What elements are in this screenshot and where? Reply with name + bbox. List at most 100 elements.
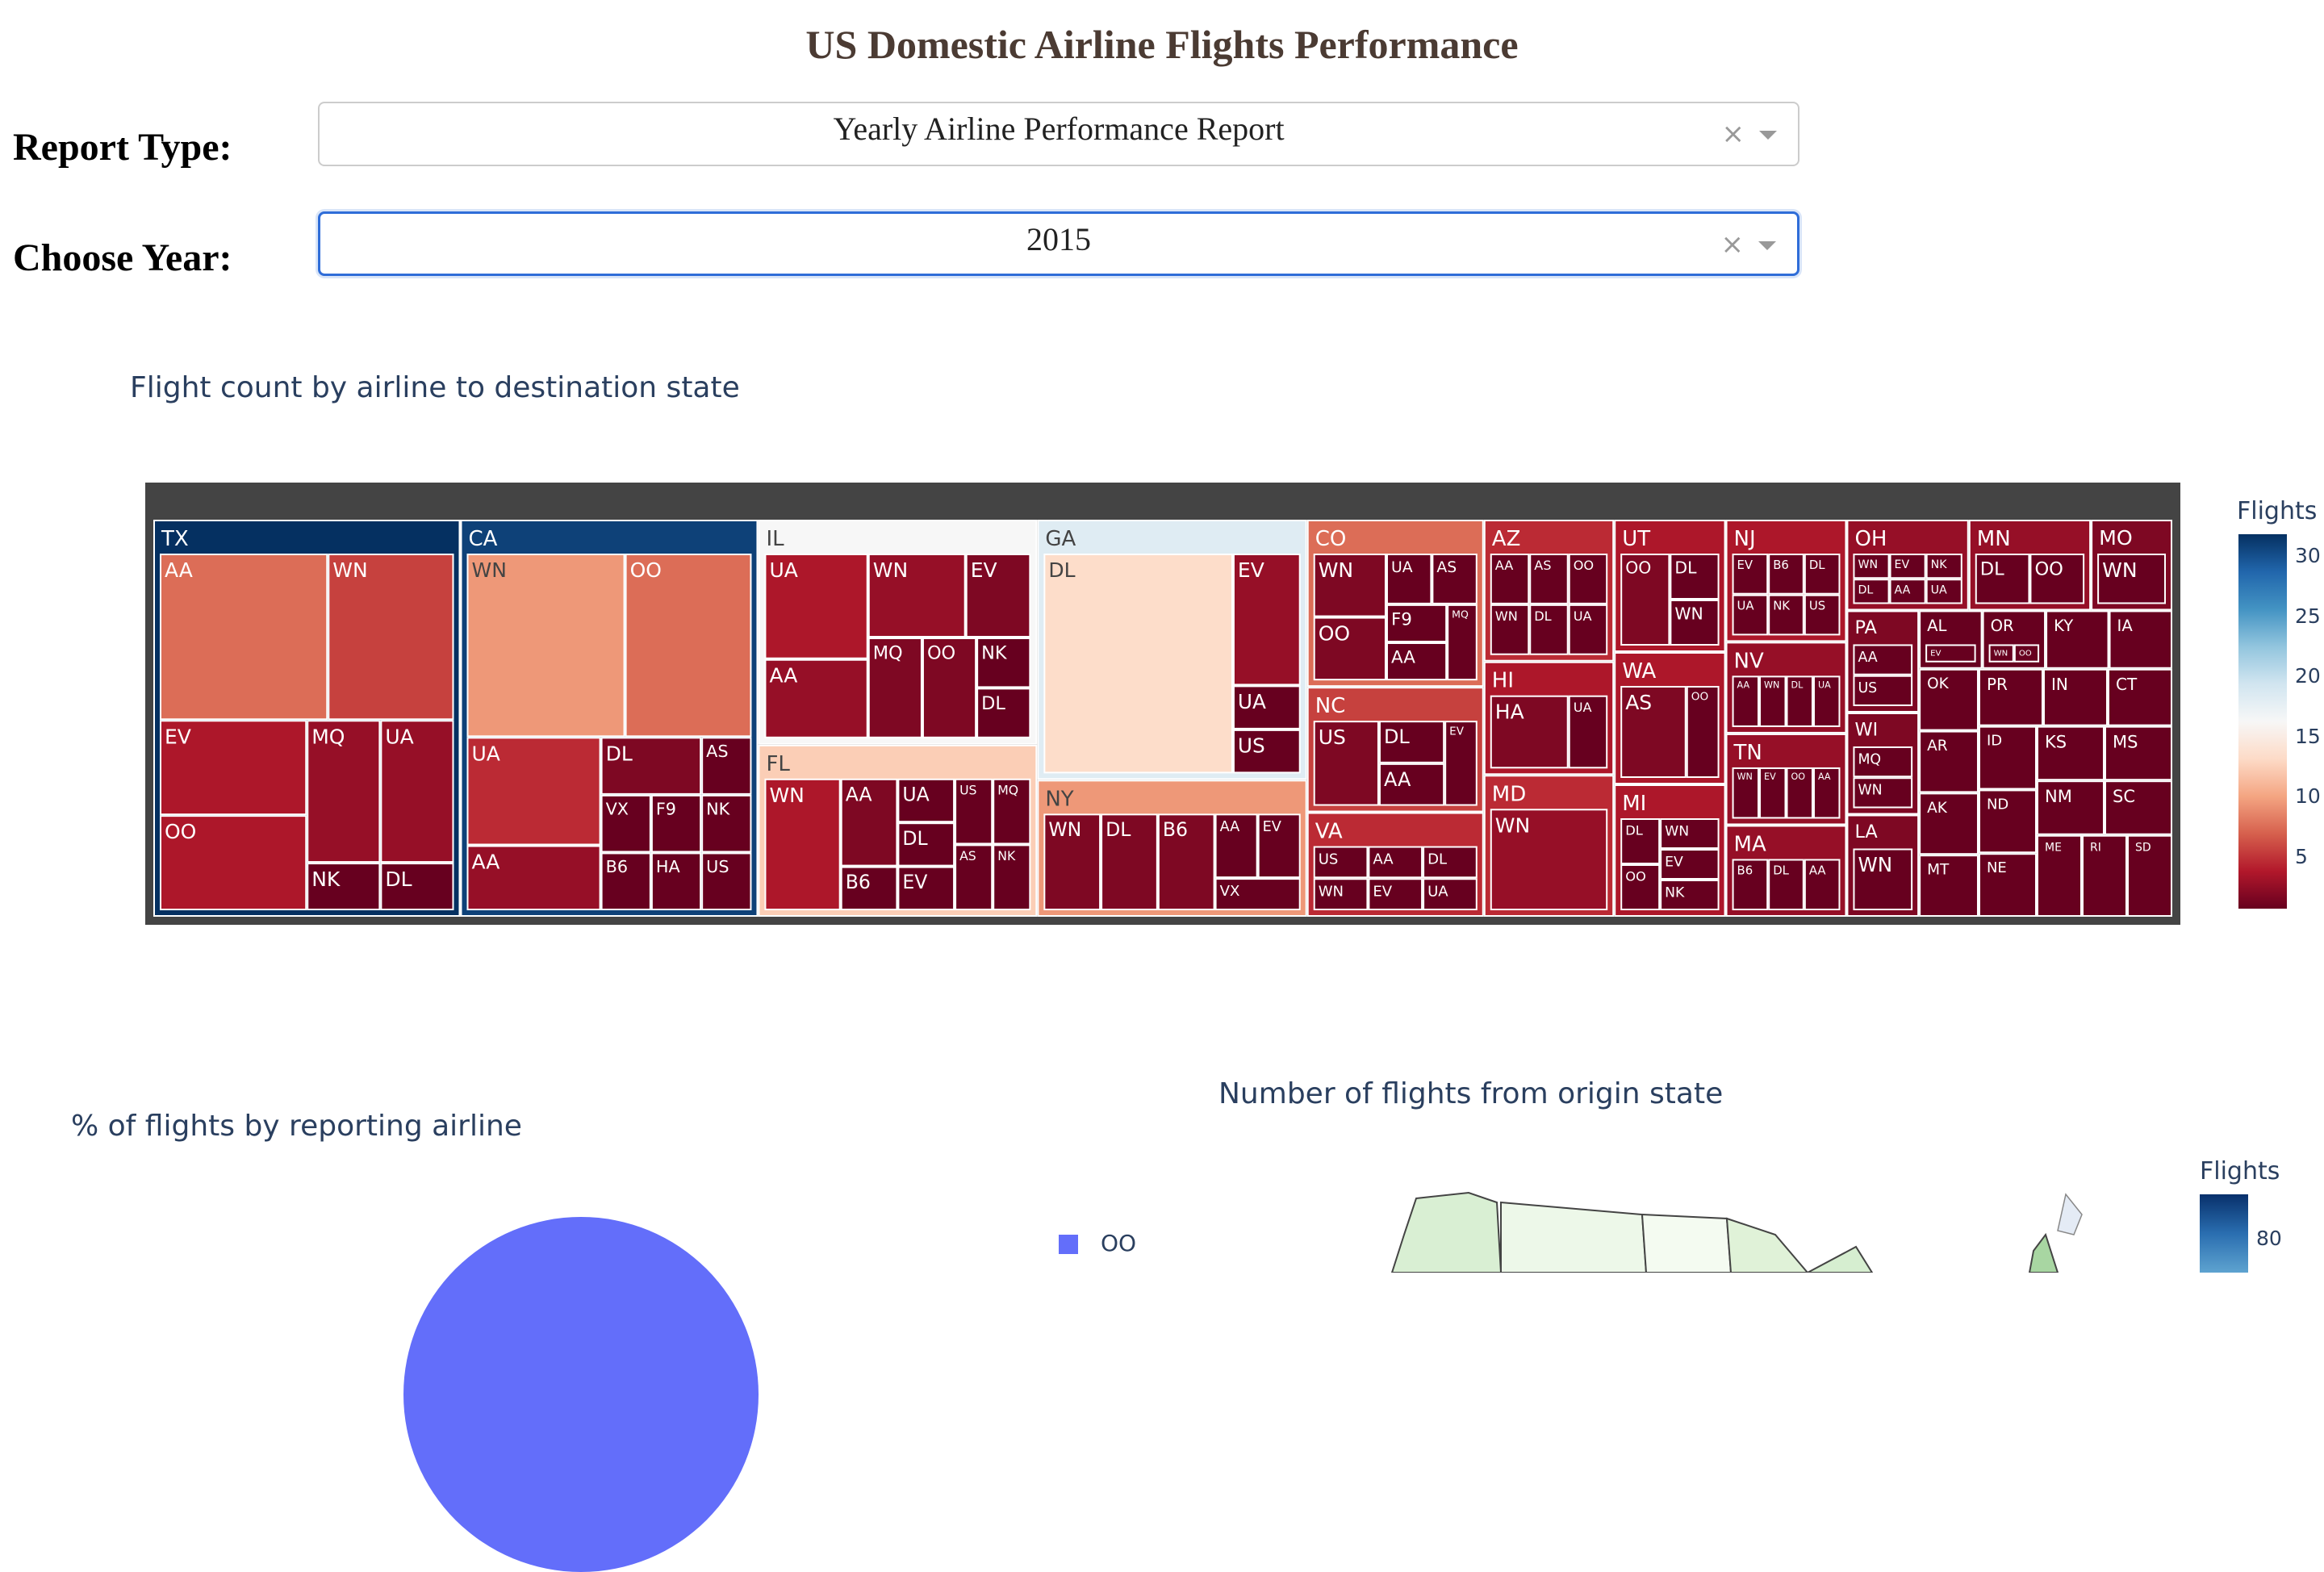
treemap-carrier-box[interactable] (840, 778, 898, 867)
treemap-carrier-box[interactable] (1853, 644, 1913, 675)
treemap-carrier-box[interactable] (466, 737, 601, 846)
pie-slice[interactable] (403, 1217, 759, 1572)
year-dropdown[interactable]: 2015 × (318, 211, 1799, 276)
treemap-carrier-box[interactable] (955, 778, 993, 845)
treemap-carrier-box[interactable] (1232, 729, 1301, 774)
treemap-state-ms[interactable]: MS (2104, 725, 2173, 781)
treemap-state-md[interactable]: MD WN (1483, 775, 1615, 917)
report-type-dropdown[interactable]: Yearly Airline Performance Report × (318, 102, 1799, 166)
treemap-carrier-box[interactable] (1660, 849, 1720, 880)
treemap-state-ia[interactable]: IA (2109, 610, 2172, 669)
treemap-carrier-box[interactable] (380, 720, 454, 863)
treemap-state-wa[interactable]: WA AS OO (1614, 652, 1726, 784)
treemap-carrier-box[interactable] (1490, 604, 1530, 655)
treemap-carrier-box[interactable] (1232, 685, 1301, 730)
treemap-carrier-box[interactable] (650, 794, 702, 853)
legend-swatch[interactable] (1059, 1235, 1078, 1254)
treemap-carrier-box[interactable] (160, 815, 307, 910)
treemap-state-id[interactable]: ID (1978, 725, 2037, 790)
treemap-state-mi[interactable]: MI DL OO WN EV NK (1614, 784, 1726, 917)
treemap-state-oh[interactable]: OH WN DL EV AA NK UA (1846, 520, 1969, 611)
treemap-carrier-box[interactable] (1378, 763, 1445, 806)
treemap-carrier-box[interactable] (867, 638, 922, 738)
treemap-carrier-box[interactable] (1732, 675, 1760, 727)
treemap-carrier-box[interactable] (976, 638, 1031, 688)
treemap-state-pa[interactable]: PA AA US (1846, 610, 1920, 713)
treemap-state-mo[interactable]: MO WN (2091, 520, 2172, 611)
treemap-carrier-box[interactable] (1043, 554, 1233, 774)
treemap-carrier-box[interactable] (2097, 554, 2166, 604)
treemap-carrier-box[interactable] (1889, 554, 1926, 579)
treemap-state-ar[interactable]: AR (1919, 730, 1979, 793)
treemap-state-me[interactable]: ME (2036, 834, 2082, 918)
treemap-carrier-box[interactable] (1529, 604, 1569, 655)
treemap-state-fl[interactable]: FL WN AA B6 UA DL EV US MQ AS NK (758, 744, 1038, 917)
treemap-carrier-box[interactable] (1975, 554, 2030, 604)
treemap-carrier-box[interactable] (1313, 846, 1369, 879)
treemap-carrier-box[interactable] (650, 852, 702, 911)
treemap-state-sc[interactable]: SC (2104, 780, 2173, 835)
chevron-down-icon[interactable] (1759, 131, 1777, 140)
treemap-carrier-box[interactable] (965, 554, 1031, 638)
treemap-state-az[interactable]: AZ AA WN AS OO DL UA (1483, 520, 1615, 662)
treemap-carrier-box[interactable] (1232, 554, 1301, 686)
treemap-carrier-box[interactable] (1732, 859, 1769, 911)
clear-icon[interactable]: × (1720, 228, 1745, 261)
treemap-carrier-box[interactable] (1043, 813, 1101, 910)
treemap-carrier-box[interactable] (993, 844, 1031, 910)
treemap-carrier-box[interactable] (993, 778, 1031, 845)
treemap-carrier-box[interactable] (1568, 695, 1608, 769)
treemap-carrier-box[interactable] (1447, 604, 1478, 681)
treemap-carrier-box[interactable] (625, 554, 752, 738)
treemap-carrier-box[interactable] (955, 844, 993, 910)
treemap-carrier-box[interactable] (1529, 554, 1569, 604)
treemap-carrier-box[interactable] (1804, 594, 1841, 636)
treemap-state-ma[interactable]: MA B6 DL AA (1725, 825, 1847, 918)
treemap-carrier-box[interactable] (840, 866, 898, 911)
treemap-carrier-box[interactable] (1660, 818, 1720, 849)
treemap-carrier-box[interactable] (1732, 554, 1769, 595)
treemap-state-ok[interactable]: OK (1919, 668, 1979, 731)
treemap-carrier-box[interactable] (701, 737, 752, 795)
legend-item[interactable]: OO (1101, 1230, 1137, 1256)
treemap-carrier-box[interactable] (1768, 554, 1804, 595)
treemap-carrier-box[interactable] (1812, 675, 1841, 727)
treemap-carrier-box[interactable] (1423, 878, 1478, 910)
treemap-state-ut[interactable]: UT OO DL WN (1614, 520, 1726, 652)
treemap-carrier-box[interactable] (1732, 594, 1769, 636)
treemap-carrier-box[interactable] (2013, 644, 2040, 663)
treemap-state-sd[interactable]: SD (2126, 834, 2173, 918)
treemap-carrier-box[interactable] (1313, 721, 1379, 806)
treemap-carrier-box[interactable] (1620, 818, 1661, 864)
treemap-carrier-box[interactable] (1759, 675, 1787, 727)
treemap-carrier-box[interactable] (1444, 721, 1478, 806)
treemap-carrier-box[interactable] (1386, 554, 1432, 604)
treemap-carrier-box[interactable] (1853, 848, 1913, 910)
treemap-carrier-box[interactable] (466, 845, 601, 910)
treemap-carrier-box[interactable] (1812, 767, 1841, 819)
treemap-state-il[interactable]: IL UA AA WN EV MQ OO NK DL (758, 520, 1038, 745)
treemap-carrier-box[interactable] (1759, 767, 1787, 819)
treemap-carrier-box[interactable] (1313, 554, 1386, 617)
treemap-state-nm[interactable]: NM (2036, 780, 2105, 835)
treemap-carrier-box[interactable] (600, 852, 651, 911)
treemap-carrier-box[interactable] (307, 863, 381, 911)
treemap-state-nc[interactable]: NC US DL AA EV (1306, 687, 1484, 813)
treemap-state-hi[interactable]: HI HA UA (1483, 661, 1615, 776)
treemap-carrier-box[interactable] (1925, 554, 1962, 579)
treemap-state-co[interactable]: CO WN OO UA AS F9 AA MQ (1306, 520, 1484, 688)
treemap-carrier-box[interactable] (1101, 813, 1158, 910)
treemap-carrier-box[interactable] (764, 658, 868, 738)
treemap-carrier-box[interactable] (1925, 579, 1962, 604)
treemap-state-nd[interactable]: ND (1978, 789, 2037, 854)
treemap-carrier-box[interactable] (1804, 859, 1841, 911)
treemap-state-mn[interactable]: MN DL OO (1968, 520, 2092, 611)
treemap-carrier-box[interactable] (1732, 767, 1760, 819)
treemap-carrier-box[interactable] (380, 863, 454, 911)
treemap-carrier-box[interactable] (1490, 695, 1569, 769)
treemap-carrier-box[interactable] (1214, 813, 1258, 879)
clear-icon[interactable]: × (1721, 118, 1745, 150)
treemap-carrier-box[interactable] (1988, 644, 2014, 663)
treemap-carrier-box[interactable] (1368, 846, 1423, 879)
treemap-carrier-box[interactable] (764, 554, 868, 659)
